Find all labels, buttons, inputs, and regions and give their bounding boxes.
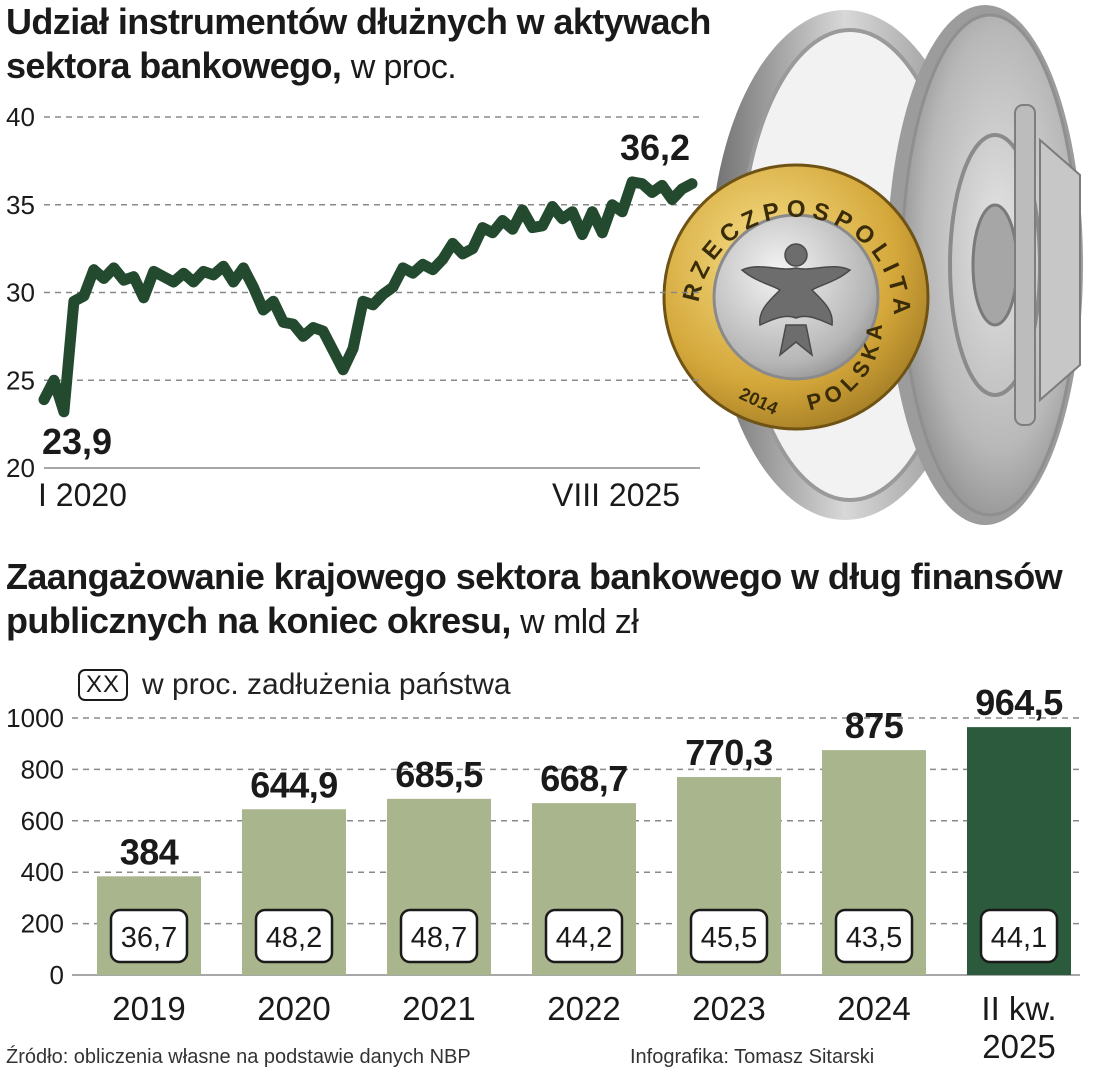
bar-value-label: 875 (845, 705, 904, 746)
bar-percent-label: 44,2 (556, 922, 612, 954)
bar-y-tick-label: 800 (21, 754, 64, 784)
bar-category-label: 2019 (112, 990, 185, 1027)
line-y-tick-label: 30 (6, 278, 35, 308)
bar-value-label: 770,3 (685, 732, 773, 773)
bar-chart-title: Zaangażowanie krajowego sektora bankoweg… (6, 555, 1086, 644)
bar-percent-box (109, 908, 189, 964)
bar-y-tick-label: 200 (21, 909, 64, 939)
bar-category-label: 2021 (402, 990, 475, 1027)
legend-box-sample: XX (78, 669, 129, 701)
bar-percent-box (834, 908, 914, 964)
vault-handle (1039, 137, 1081, 403)
bar-percent-label: 44,1 (991, 922, 1047, 954)
vault-hinge (1014, 104, 1036, 426)
bar-category-label: 2022 (547, 990, 620, 1027)
line-chart-grid (44, 116, 700, 469)
bar (97, 876, 201, 975)
bar-category-label: 2020 (257, 990, 330, 1027)
line-end-value-label: 36,2 (620, 127, 690, 168)
bar-group: 685,5 48,7 2021 (387, 754, 491, 1027)
bar-y-tick-label: 1000 (6, 703, 64, 733)
line-x-end-label: VIII 2025 (552, 477, 680, 513)
bar-value-label: 964,5 (975, 682, 1063, 723)
bar-category-label: 2023 (692, 990, 765, 1027)
bar-chart-grid (72, 717, 1080, 976)
bar-chart-y-axis: 0 200 400 600 800 1000 (6, 703, 64, 990)
bar-percent-box (544, 908, 624, 964)
bar-group: 875 43,5 2024 (822, 705, 926, 1027)
bar (822, 750, 926, 975)
bar-percent-box (689, 908, 769, 964)
line-chart-unit: w proc. (350, 48, 457, 86)
bar-chart-legend: XX w proc. zadłużenia państwa (78, 668, 511, 702)
bar-value-label: 644,9 (250, 764, 338, 805)
bar-percent-label: 36,7 (121, 922, 177, 954)
line-chart-y-axis: 20 25 30 35 40 (6, 102, 35, 483)
bar-percent-label: 43,5 (846, 922, 902, 954)
bar-percent-box (399, 908, 479, 964)
line-y-tick-label: 40 (6, 102, 35, 132)
bar-category-label: 2025 (982, 1028, 1055, 1065)
bar-y-tick-label: 0 (50, 960, 64, 990)
line-start-value-label: 23,9 (42, 421, 112, 462)
line-y-tick-label: 35 (6, 190, 35, 220)
bar-percent-label: 48,2 (266, 922, 322, 954)
bar-value-label: 668,7 (540, 758, 628, 799)
vault-coin-illustration: RZECZPOSPOLITA POLSKA 2014 (662, 5, 1083, 525)
line-y-tick-label: 25 (6, 365, 35, 395)
line-x-start-label: I 2020 (38, 477, 127, 513)
line-y-tick-label: 20 (6, 453, 35, 483)
bar-category-label: II kw. (981, 990, 1056, 1027)
bar-y-tick-label: 600 (21, 806, 64, 836)
bar-group: 644,9 48,2 2020 (242, 764, 346, 1027)
line-chart: 20 25 30 35 40 23,9 36,2 I 2020 VIII 2025 (6, 102, 700, 513)
bar (242, 809, 346, 975)
line-chart-title: Udział instrumentów dłużnych w aktywach … (6, 0, 766, 89)
bar-percent-label: 48,7 (411, 922, 467, 954)
bar-chart-bars: 384 36,7 2019 644,9 48,2 2020 685,5 48,7 2021 668… (97, 682, 1071, 1065)
bar-group: 384 36,7 2019 (97, 831, 201, 1027)
bar-percent-label: 45,5 (701, 922, 757, 954)
bar-value-label: 685,5 (395, 754, 483, 795)
bar (967, 727, 1071, 975)
bar-group: 668,7 44,2 2022 (532, 758, 636, 1027)
bar-group: 770,3 45,5 2023 (677, 732, 781, 1027)
bar-chart-unit: w mld zł (520, 603, 639, 641)
eagle-emblem (740, 243, 852, 357)
bar-chart-title-text: Zaangażowanie krajowego sektora bankoweg… (6, 556, 1063, 641)
bar-value-label: 384 (120, 831, 179, 872)
bar (532, 803, 636, 975)
bar-category-label: 2024 (837, 990, 910, 1027)
footer-source: Źródło: obliczenia własne na podstawie d… (6, 1046, 471, 1068)
vault-dial (971, 203, 1019, 327)
bar-percent-box (254, 908, 334, 964)
bar (387, 798, 491, 975)
footer-credit: Infografika: Tomasz Sitarski (630, 1046, 875, 1068)
bar-percent-box (979, 908, 1059, 964)
bar-group: 964,5 44,1 II kw.2025 (967, 682, 1071, 1065)
legend-text: w proc. zadłużenia państwa (142, 668, 511, 701)
bar (677, 777, 781, 975)
line-chart-title-text: Udział instrumentów dłużnych w aktywach … (6, 1, 711, 86)
bar-y-tick-label: 400 (21, 857, 64, 887)
line-series-path (38, 176, 698, 418)
